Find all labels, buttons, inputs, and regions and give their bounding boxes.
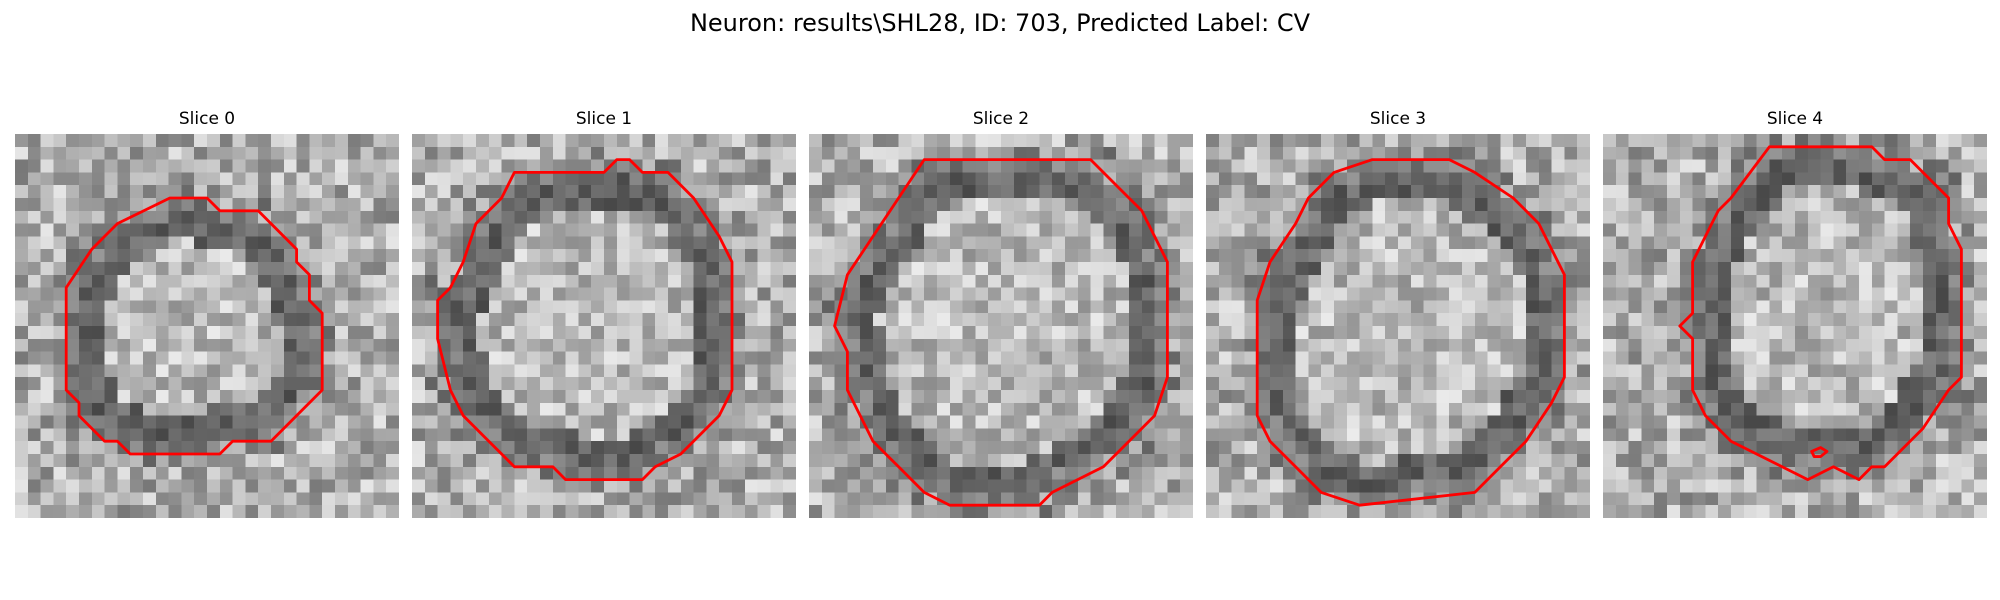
- pixel-grid: [412, 134, 796, 518]
- slice-title: Slice 2: [972, 109, 1030, 129]
- slice-image: [412, 134, 796, 518]
- figure-title: Neuron: results\SHL28, ID: 703, Predicte…: [689, 9, 1311, 37]
- slice-image: [1206, 134, 1590, 518]
- slice-panel-2: Slice 2: [809, 108, 1193, 518]
- pixel-grid: [809, 134, 1193, 518]
- slice-title: Slice 4: [1766, 109, 1824, 129]
- slice-panel-0: Slice 0: [15, 108, 399, 518]
- slice-title: Slice 1: [575, 109, 633, 129]
- secondary-contour: [1810, 446, 1829, 458]
- slice-title: Slice 3: [1369, 109, 1427, 129]
- pixel-grid: [1206, 134, 1590, 518]
- segmentation-contour: [436, 158, 734, 482]
- pixel-grid: [1603, 134, 1987, 518]
- slice-image: [1603, 134, 1987, 518]
- slice-panel-3: Slice 3: [1206, 108, 1590, 518]
- segmentation-contour: [1678, 145, 1963, 482]
- slice-panel-4: Slice 4: [1603, 108, 1987, 518]
- slice-image: [15, 134, 399, 518]
- pixel-grid: [15, 134, 399, 518]
- segmentation-contour: [833, 158, 1169, 507]
- slice-panel-1: Slice 1: [412, 108, 796, 518]
- slice-title: Slice 0: [178, 109, 236, 129]
- slice-image: [809, 134, 1193, 518]
- segmentation-contour: [1255, 158, 1566, 507]
- segmentation-contour: [64, 196, 324, 456]
